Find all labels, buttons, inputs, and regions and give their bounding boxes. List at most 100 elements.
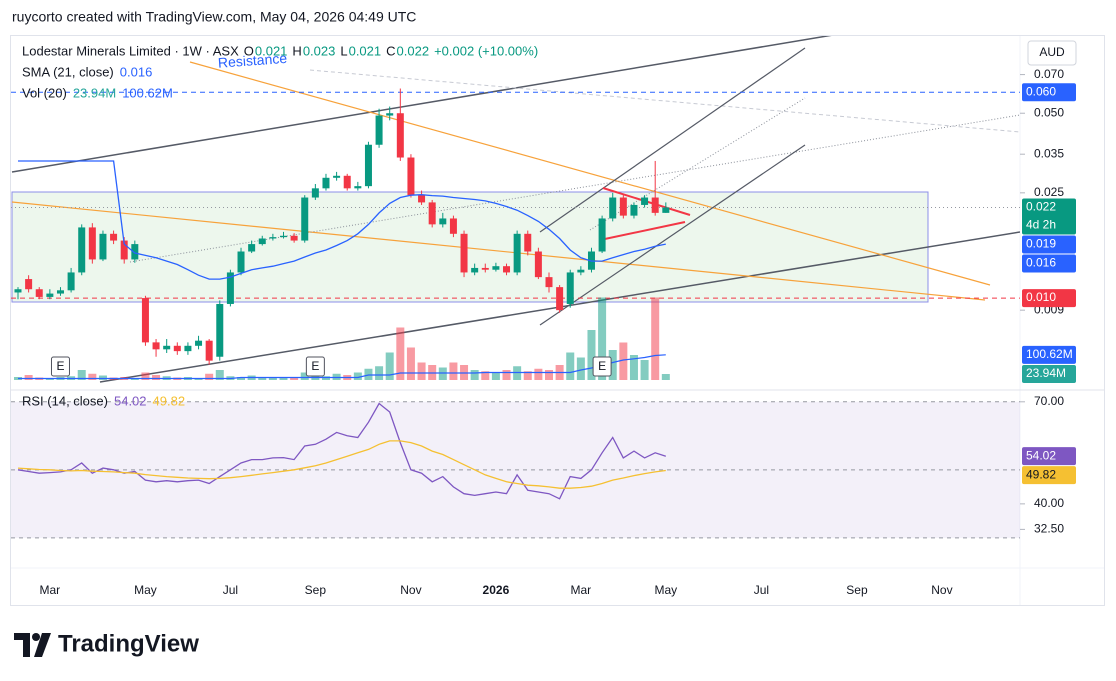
volume-bar — [215, 370, 224, 380]
candle-body — [513, 233, 521, 273]
logo-mark — [14, 633, 30, 657]
legend-volume-value: 23.94M — [73, 85, 116, 100]
volume-ma — [18, 354, 666, 380]
annotation: Resistance — [217, 50, 287, 71]
candle-body — [630, 204, 638, 216]
y-tick-label: 0.035 — [1034, 146, 1064, 160]
volume-bar — [332, 373, 341, 380]
candle-body — [25, 279, 33, 290]
candle-body — [333, 175, 341, 178]
candle-body — [396, 113, 404, 158]
volume-bar — [640, 360, 649, 380]
volume-bar — [290, 378, 299, 380]
candle-body — [556, 287, 564, 311]
candle-body — [598, 218, 606, 252]
candle-body — [524, 233, 532, 252]
candle-body — [375, 115, 383, 145]
candle-body — [184, 345, 192, 352]
channel-line — [539, 47, 806, 233]
volume-bar — [353, 372, 362, 380]
candle-body — [364, 144, 372, 187]
x-tick-label: Jul — [754, 583, 769, 597]
volume-bar — [523, 371, 532, 380]
candle-body — [226, 272, 234, 304]
x-tick-label: Jul — [223, 583, 238, 597]
candle-body — [407, 157, 415, 196]
volume-bar — [651, 297, 660, 380]
candle-body — [311, 188, 319, 198]
legend-ohlc-label: H — [292, 43, 301, 58]
logo-mark — [32, 633, 40, 641]
volume-ma-badge-label: 100.62M — [1026, 347, 1073, 361]
candle-body — [481, 267, 489, 270]
candle-body — [120, 240, 128, 260]
candle-body — [322, 177, 330, 189]
volume-bar — [629, 355, 638, 380]
volume-bar — [375, 366, 384, 380]
earnings-label: E — [598, 359, 606, 373]
legend-volume: Vol (20) — [22, 85, 67, 100]
volume-badge-label: 23.94M — [1026, 366, 1066, 380]
candle-body — [449, 218, 457, 234]
drawings — [11, 36, 1020, 383]
volume-bar — [438, 367, 447, 380]
legend-change: +0.002 (+10.00%) — [434, 43, 538, 58]
candle-body — [110, 233, 118, 241]
candle-body — [258, 238, 266, 245]
candle-body — [619, 197, 627, 216]
price-badge-label: 0.019 — [1026, 237, 1056, 251]
price-badge — [1022, 235, 1076, 254]
x-tick-label: Mar — [571, 583, 592, 597]
volume-ma-badge — [1022, 345, 1076, 364]
volume-bar — [502, 370, 511, 380]
price-pane — [11, 88, 1020, 380]
volume-bar — [417, 362, 426, 380]
legend-ohlc-value: 0.022 — [397, 43, 430, 58]
legend-ohlc-label: L — [340, 43, 347, 58]
volume-bar — [661, 374, 670, 380]
rsi-pane — [11, 401, 1020, 539]
y-tick-label: 0.070 — [1034, 67, 1064, 81]
candle-body — [141, 298, 149, 343]
volume-bar — [268, 377, 277, 380]
earnings-label: E — [56, 359, 64, 373]
price-badge — [1022, 289, 1076, 308]
volume-bar — [385, 352, 394, 380]
volume-bar — [205, 373, 214, 380]
volume-bar — [141, 372, 150, 380]
earnings-marker — [50, 356, 70, 377]
x-tick-label: Nov — [931, 583, 952, 597]
candle-body — [471, 267, 479, 273]
candle-body — [205, 340, 213, 361]
volume-bar — [545, 370, 553, 380]
candle-body — [418, 195, 426, 203]
volume-bar — [98, 375, 107, 380]
volume-bar — [470, 370, 479, 380]
candle-body — [301, 197, 309, 241]
candle-body — [99, 233, 107, 260]
legend-ohlc-label: C — [386, 43, 395, 58]
volume-bar — [513, 366, 522, 380]
candle-body — [35, 289, 43, 297]
sma-badge-label: 0.016 — [1026, 256, 1056, 270]
candle-body — [354, 186, 362, 189]
volume-bar — [396, 327, 405, 380]
volume-bar — [566, 352, 575, 380]
rsi-line — [17, 440, 666, 489]
y-tick-label: 32.50 — [1034, 522, 1064, 536]
price-badge-label: 0.060 — [1026, 84, 1056, 98]
volume-bar — [481, 371, 490, 380]
trend-line — [11, 201, 986, 301]
candle-body — [46, 293, 54, 297]
range-box — [11, 191, 929, 303]
candle-body — [386, 113, 394, 116]
candle-body — [280, 235, 287, 238]
candle-body — [290, 235, 298, 241]
candle-body — [439, 218, 447, 225]
legend-sma: SMA (21, close) — [22, 64, 114, 79]
y-tick-label: 0.025 — [1034, 185, 1064, 199]
legend-rsi-value: 49.82 — [153, 393, 186, 408]
volume-bar — [152, 375, 161, 380]
volume-bar — [300, 372, 309, 380]
